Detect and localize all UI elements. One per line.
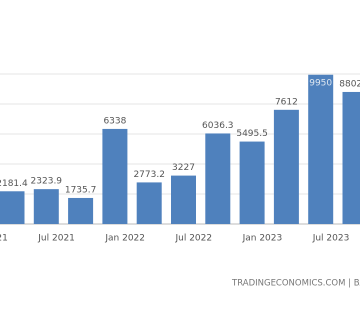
bar bbox=[0, 191, 25, 224]
value-label: 8802.9 bbox=[339, 79, 360, 89]
bar bbox=[33, 189, 59, 224]
bar bbox=[342, 91, 360, 224]
bar bbox=[239, 141, 265, 224]
bar bbox=[273, 109, 299, 224]
value-label: 9950 bbox=[309, 78, 332, 88]
value-label: 3227 bbox=[172, 163, 195, 173]
source: TRADINGECONOMICS.COM | BANK O bbox=[231, 279, 360, 289]
value-label: 2773.2 bbox=[133, 170, 165, 180]
x-tick-label: Jul 2022 bbox=[174, 234, 212, 244]
bar bbox=[68, 197, 94, 224]
x-tick-label: Jul 2021 bbox=[37, 234, 75, 244]
value-label: 6036.3 bbox=[202, 121, 234, 131]
bar bbox=[308, 74, 334, 224]
value-label: 2323.9 bbox=[31, 177, 63, 187]
x-tick-label: Jan 2021 bbox=[0, 234, 8, 244]
value-label: 7612 bbox=[275, 97, 298, 107]
x-tick-label: Jan 2023 bbox=[242, 234, 283, 244]
value-label: 1735.7 bbox=[65, 185, 97, 195]
bar bbox=[171, 175, 196, 224]
value-label: 6338 bbox=[103, 116, 126, 126]
value-label: 2181.4 bbox=[0, 179, 28, 189]
bar bbox=[205, 133, 231, 224]
bar bbox=[136, 182, 162, 224]
value-label: 5495.5 bbox=[236, 129, 268, 139]
x-tick-label: Jul 2023 bbox=[312, 234, 350, 244]
bar bbox=[102, 128, 128, 224]
x-tick-label: Jan 2022 bbox=[104, 234, 145, 244]
